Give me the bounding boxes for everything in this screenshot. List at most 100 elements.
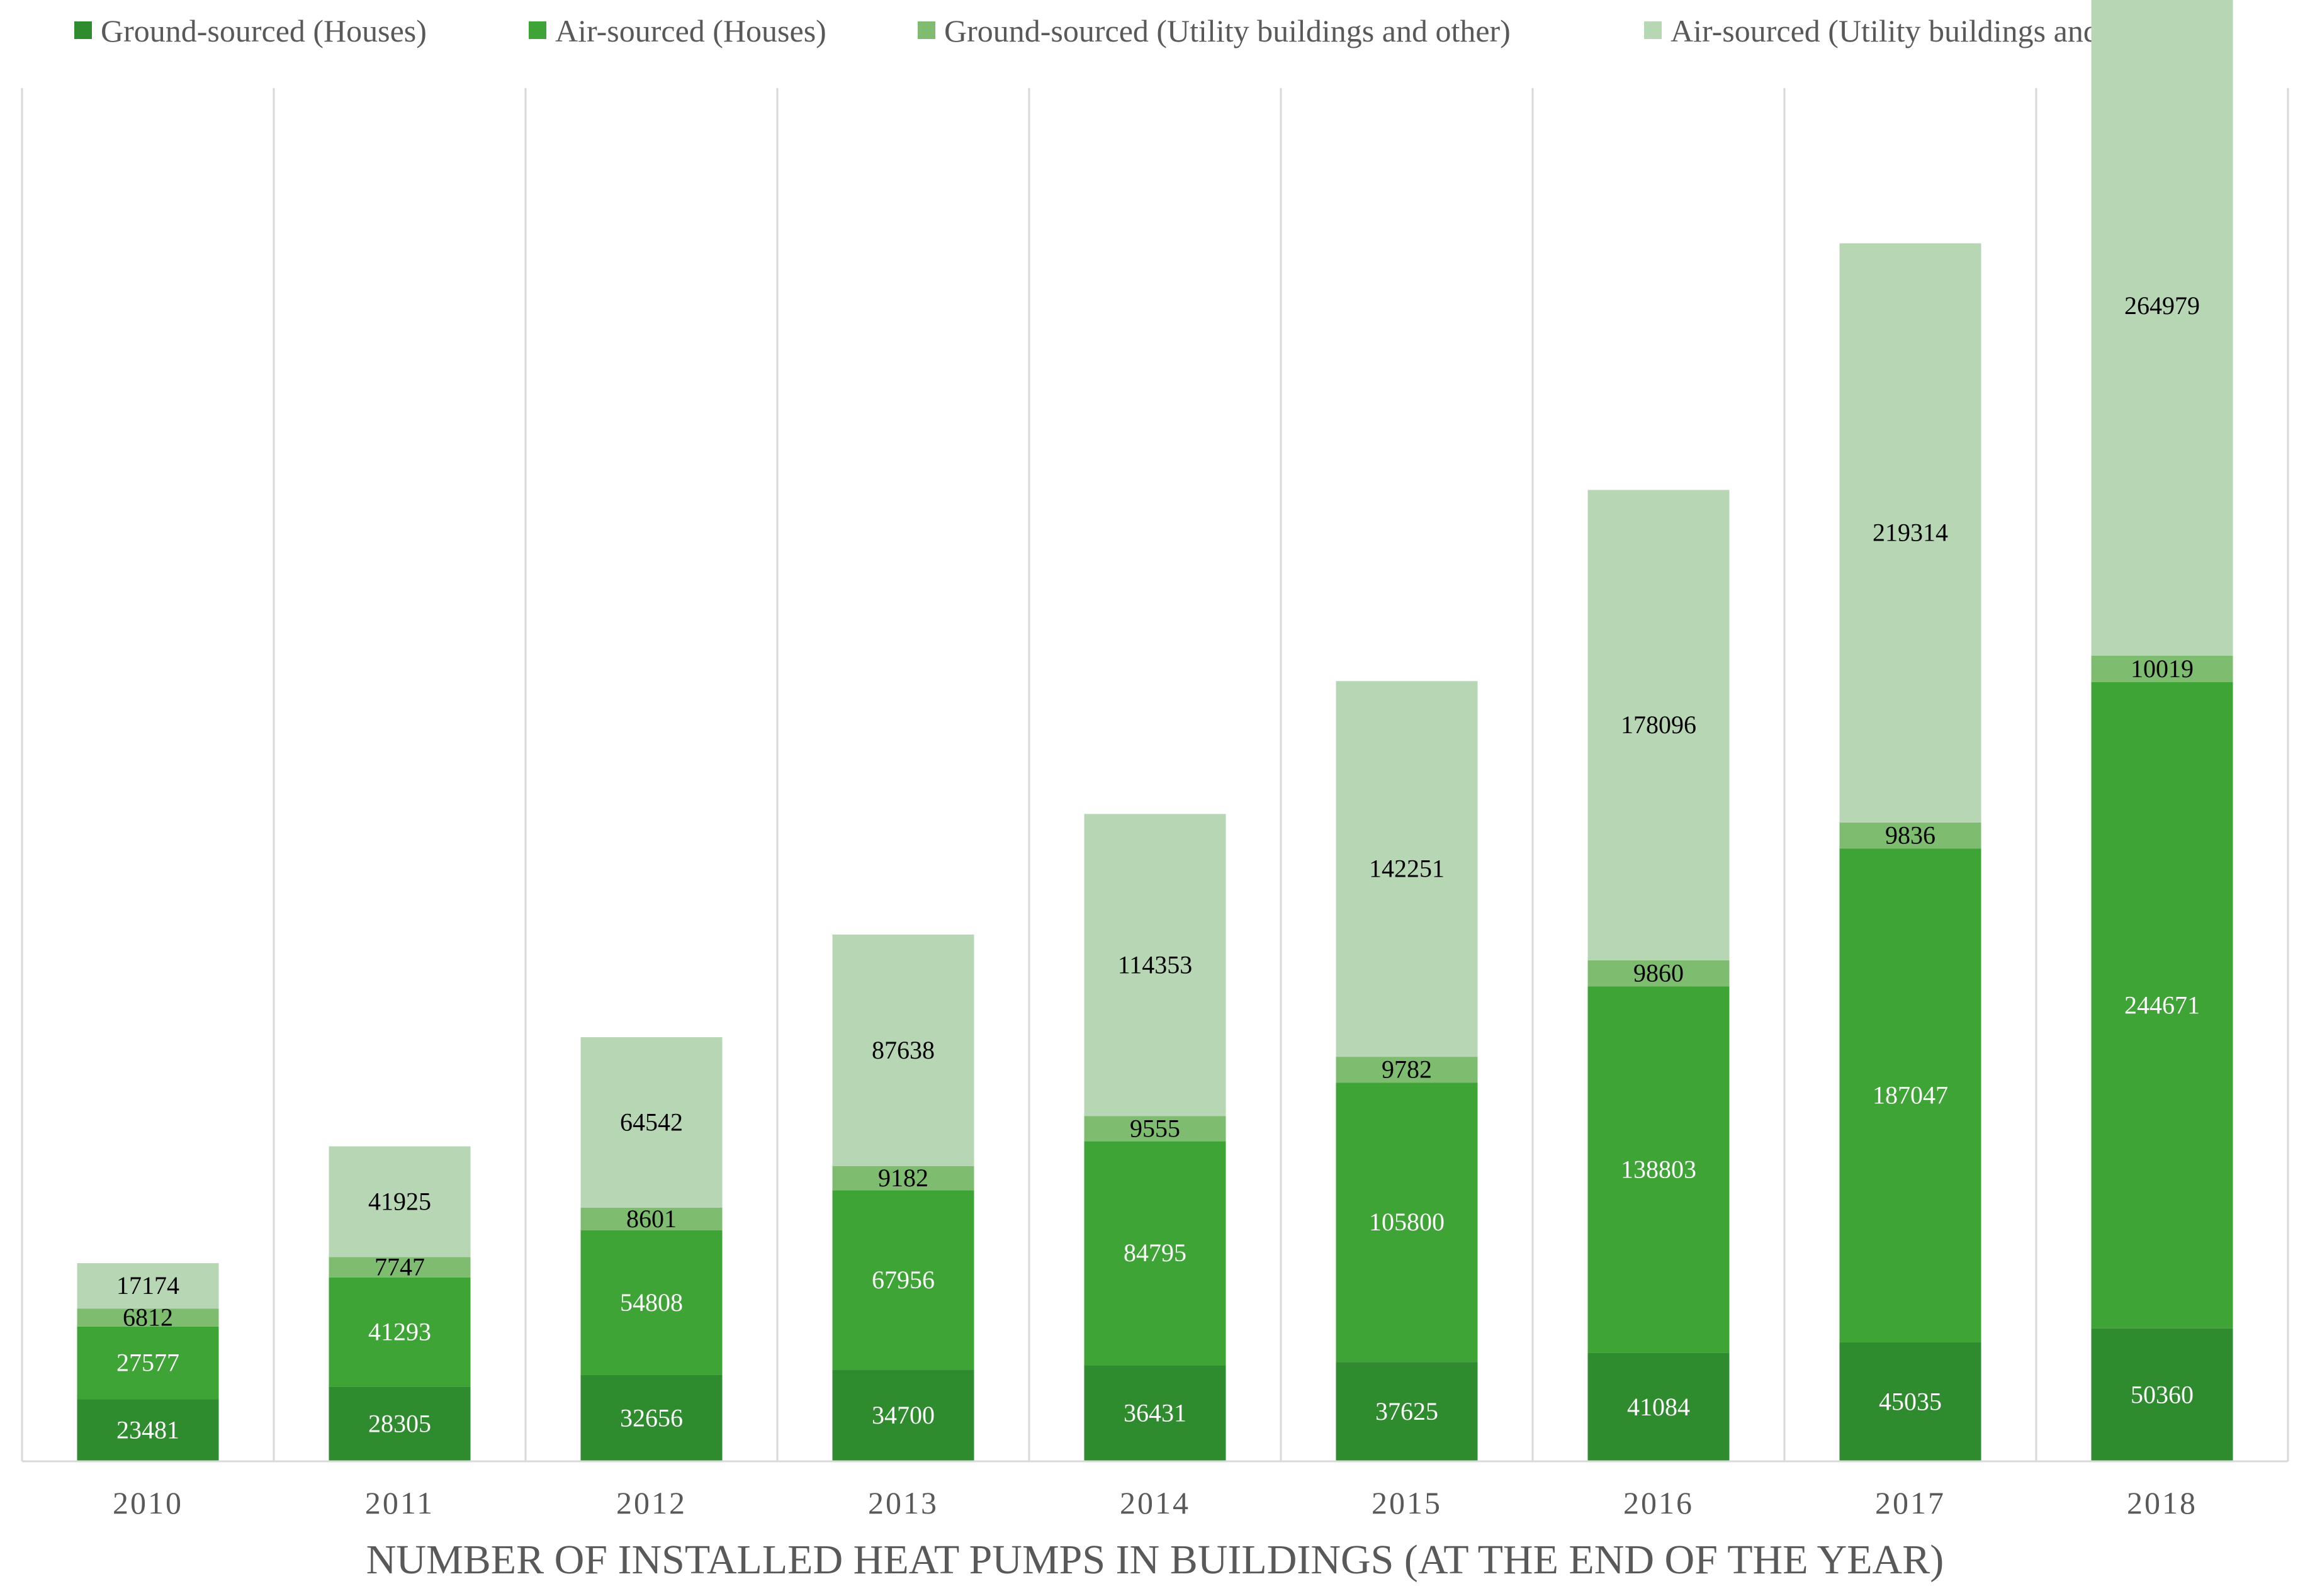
bar-air-sourced-houses-2011 [329,1277,471,1387]
bar-ground-sourced-utility-buildings-and-other-2016 [1587,960,1730,987]
data-label-air-sourced-utility-buildings-and-other-2013: 87638 [872,1036,935,1064]
bar-ground-sourced-houses-2012 [580,1374,723,1461]
data-label-air-sourced-houses-2012: 54808 [620,1288,683,1317]
bar-ground-sourced-utility-buildings-and-other-2010 [77,1308,219,1327]
data-label-air-sourced-houses-2016: 138803 [1621,1155,1696,1183]
x-tick-label-2014: 2014 [1120,1485,1190,1520]
bar-air-sourced-utility-buildings-and-other-2015 [1336,681,1478,1057]
bar-ground-sourced-houses-2011 [329,1386,471,1461]
bar-ground-sourced-houses-2014 [1084,1365,1226,1461]
data-label-ground-sourced-houses-2018: 50360 [2131,1380,2194,1408]
bar-stack-2015: 37625 105800 9782 142251 [1336,681,1478,1461]
legend-item-ground-sourced-houses: Ground-sourced (Houses) [74,13,427,48]
bar-stack-2011: 28305 41293 7747 41925 [329,1146,471,1461]
x-tick-label-2013: 2013 [868,1485,938,1520]
bar-air-sourced-houses-2010 [77,1326,219,1400]
data-label-air-sourced-houses-2013: 67956 [872,1266,935,1294]
bar-air-sourced-utility-buildings-and-other-2018 [2091,0,2233,656]
bar-ground-sourced-utility-buildings-and-other-2017 [1839,822,1981,849]
legend-item-air-sourced-houses: Air-sourced (Houses) [529,13,826,48]
x-tick-label-2016: 2016 [1623,1485,1694,1520]
bar-ground-sourced-houses-2015 [1336,1362,1478,1461]
bar-stack-2017: 45035 187047 9836 219314 [1839,243,1981,1461]
bar-ground-sourced-utility-buildings-and-other-2018 [2091,655,2233,683]
bar-ground-sourced-utility-buildings-and-other-2015 [1336,1057,1478,1083]
data-label-air-sourced-houses-2017: 187047 [1873,1081,1948,1110]
legend-item-ground-sourced-utility-buildings-and-other: Ground-sourced (Utility buildings and ot… [918,13,1511,48]
data-label-ground-sourced-utility-buildings-and-other-2013: 9182 [878,1164,928,1192]
x-axis-title: NUMBER OF INSTALLED HEAT PUMPS IN BUILDI… [366,1537,1944,1583]
legend-swatch-ground-sourced-houses [74,21,92,39]
bar-ground-sourced-houses-2017 [1839,1342,1981,1461]
x-tick-label-2012: 2012 [616,1485,687,1520]
data-label-air-sourced-utility-buildings-and-other-2010: 17174 [116,1271,179,1300]
data-label-ground-sourced-utility-buildings-and-other-2018: 10019 [2131,655,2194,683]
data-label-ground-sourced-utility-buildings-and-other-2014: 9555 [1130,1114,1180,1142]
x-tick-labels: 2010 2011 2012 2013 2014 2015 2016 2017 2018 [113,1485,2197,1520]
bar-air-sourced-houses-2016 [1587,986,1730,1353]
data-label-ground-sourced-utility-buildings-and-other-2017: 9836 [1885,821,1935,850]
data-label-ground-sourced-houses-2010: 23481 [116,1416,179,1444]
bar-stack-2012: 32656 54808 8601 64542 [580,1037,723,1461]
bar-ground-sourced-utility-buildings-and-other-2011 [329,1257,471,1278]
data-label-air-sourced-houses-2011: 41293 [368,1318,431,1346]
bar-air-sourced-houses-2017 [1839,848,1981,1343]
data-label-ground-sourced-houses-2013: 34700 [872,1401,935,1429]
bar-stack-2014: 36431 84795 9555 114353 [1084,814,1226,1461]
bar-stack-2016: 41084 138803 9860 178096 [1587,490,1730,1461]
data-label-ground-sourced-utility-buildings-and-other-2012: 8601 [626,1205,677,1233]
bar-stack-2013: 34700 67956 9182 87638 [832,934,974,1461]
data-label-ground-sourced-houses-2015: 37625 [1375,1397,1438,1425]
bar-ground-sourced-houses-2010 [77,1399,219,1461]
bar-air-sourced-houses-2012 [580,1230,723,1375]
x-tick-label-2017: 2017 [1875,1485,1946,1520]
data-label-ground-sourced-utility-buildings-and-other-2015: 9782 [1382,1055,1432,1084]
data-label-ground-sourced-houses-2011: 28305 [368,1410,431,1438]
data-label-air-sourced-houses-2010: 27577 [116,1349,179,1377]
data-label-ground-sourced-houses-2012: 32656 [620,1403,683,1432]
data-label-ground-sourced-houses-2016: 41084 [1627,1393,1690,1421]
bars: 2348127577681217174283054129377474192532… [77,0,2233,1461]
data-label-air-sourced-utility-buildings-and-other-2011: 41925 [368,1187,431,1215]
bar-air-sourced-houses-2018 [2091,682,2233,1329]
legend-label-ground-sourced-houses: Ground-sourced (Houses) [101,13,427,48]
legend-swatch-air-sourced-houses [529,21,546,39]
legend-swatch-ground-sourced-utility-buildings-and-other [918,21,935,39]
data-label-ground-sourced-houses-2014: 36431 [1124,1399,1186,1427]
bar-air-sourced-utility-buildings-and-other-2011 [329,1146,471,1257]
legend-label-ground-sourced-utility-buildings-and-other: Ground-sourced (Utility buildings and ot… [944,13,1511,48]
data-label-air-sourced-houses-2015: 105800 [1369,1208,1445,1236]
x-tick-label-2018: 2018 [2127,1485,2197,1520]
bar-ground-sourced-utility-buildings-and-other-2013 [832,1166,974,1191]
data-label-air-sourced-utility-buildings-and-other-2014: 114353 [1118,950,1193,979]
bar-ground-sourced-utility-buildings-and-other-2012 [580,1207,723,1230]
data-label-air-sourced-houses-2014: 84795 [1124,1239,1186,1267]
gridlines [21,88,2289,1461]
bar-air-sourced-utility-buildings-and-other-2017 [1839,243,1981,823]
data-label-ground-sourced-utility-buildings-and-other-2011: 7747 [375,1253,425,1281]
data-label-ground-sourced-utility-buildings-and-other-2016: 9860 [1633,958,1684,987]
legend-label-air-sourced-houses: Air-sourced (Houses) [555,13,826,48]
data-label-air-sourced-houses-2018: 244671 [2124,991,2200,1019]
bar-ground-sourced-houses-2013 [832,1369,974,1461]
legend: Ground-sourced (Houses) Air-sourced (Hous… [74,13,2182,48]
bar-air-sourced-houses-2015 [1336,1082,1478,1363]
bar-air-sourced-utility-buildings-and-other-2014 [1084,814,1226,1116]
bar-ground-sourced-houses-2016 [1587,1352,1730,1461]
data-label-air-sourced-utility-buildings-and-other-2012: 64542 [620,1108,683,1136]
legend-swatch-air-sourced-utility-buildings-and-other [1644,21,1662,39]
bar-air-sourced-utility-buildings-and-other-2016 [1587,490,1730,960]
bar-air-sourced-houses-2013 [832,1190,974,1370]
bar-air-sourced-houses-2014 [1084,1141,1226,1366]
bar-air-sourced-utility-buildings-and-other-2010 [77,1263,219,1309]
x-tick-label-2010: 2010 [113,1485,183,1520]
bar-ground-sourced-houses-2018 [2091,1328,2233,1461]
x-tick-label-2011: 2011 [365,1485,434,1520]
bar-air-sourced-utility-buildings-and-other-2013 [832,934,974,1166]
bar-stack-2018: 50360 244671 10019 264979 [2091,0,2233,1461]
bar-ground-sourced-utility-buildings-and-other-2014 [1084,1116,1226,1142]
data-label-air-sourced-utility-buildings-and-other-2016: 178096 [1621,711,1696,739]
